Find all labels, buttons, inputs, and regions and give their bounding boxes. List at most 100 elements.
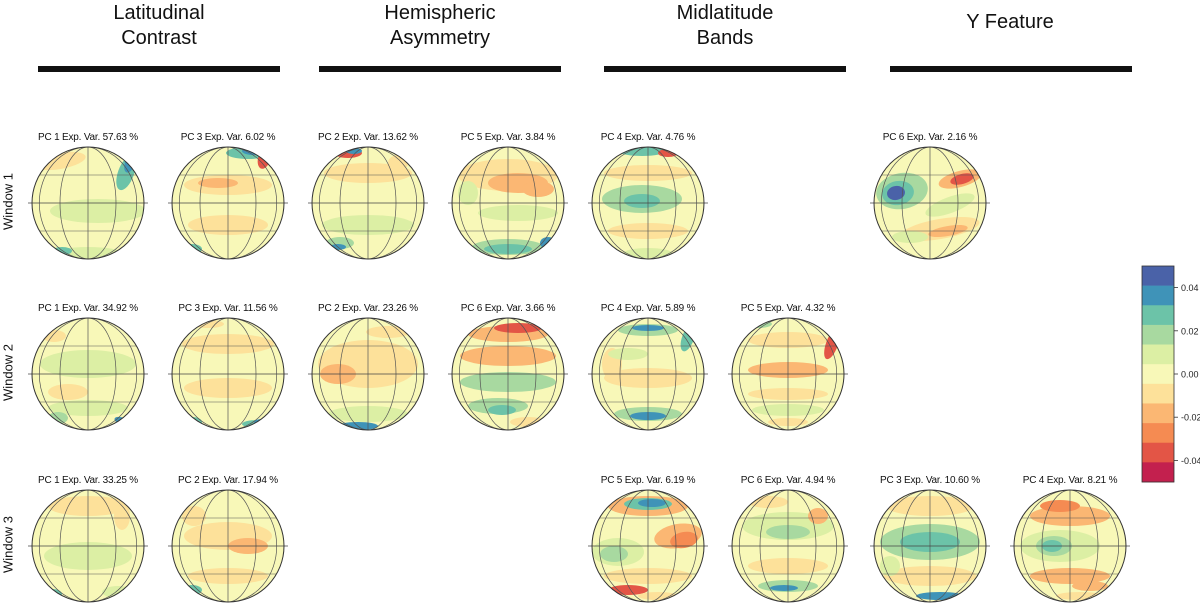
globe-map [28,146,148,260]
pc-label: PC 5 Exp. Var. 6.19 % [600,475,696,486]
field-contour [48,384,88,400]
field-contour [638,499,666,507]
globe-outline [591,317,705,431]
field-contour [366,326,410,338]
field-contour [1072,581,1108,591]
pc-label: PC 6 Exp. Var. 2.16 % [882,132,978,143]
pc-label: PC 4 Exp. Var. 4.76 % [600,132,696,143]
category-bar [604,66,846,72]
field-contour [50,199,144,223]
field-contour [608,348,648,360]
pc-label: PC 3 Exp. Var. 10.60 % [880,475,980,486]
field-contour [880,556,900,576]
field-contour [478,205,558,221]
globe-map [28,317,148,431]
field-contour [458,181,478,205]
field-contour [494,323,542,333]
row-label: Window 1 [0,172,16,231]
globe-outline [31,146,145,260]
field-contour [808,508,828,524]
globe-map [168,489,288,603]
globe-map [448,317,568,431]
pc-label: PC 1 Exp. Var. 57.63 % [38,132,138,143]
globe-outline [311,317,425,431]
category-title-line: Contrast [121,27,197,49]
field-contour [1040,500,1080,512]
globe-map [870,489,990,603]
pc-label: PC 2 Exp. Var. 13.62 % [318,132,418,143]
globe-map [308,146,428,260]
globe-outline [311,146,425,260]
category-title: Midlatitude Bands [595,1,855,51]
category-title-line: Bands [696,27,754,49]
globe-map [728,317,848,431]
globe-outline [171,489,285,603]
colorbar-tick-label: -0.04 [1181,456,1200,466]
colorbar-tick-label: -0.02 [1181,413,1200,423]
category-bar [38,66,280,72]
category-title: Latitudinal Contrast [29,1,289,51]
category-title-line: Hemispheric [384,2,496,24]
field-contour [925,193,975,217]
pc-label: PC 5 Exp. Var. 4.32 % [740,303,836,314]
colorbar-swatch [1142,364,1174,385]
category-title-line: Y Feature [966,11,1054,33]
globe-outline [171,317,285,431]
globe-field [592,147,704,259]
globe-map [588,146,708,260]
globe-outline [31,317,145,431]
colorbar-tick-label: 0.02 [1181,326,1199,336]
field-contour [488,405,516,415]
pc-label: PC 5 Exp. Var. 3.84 % [460,132,556,143]
colorbar-swatch [1142,383,1174,404]
field-contour [770,585,798,591]
globe-map [448,146,568,260]
globe-outline [591,146,705,260]
globe-map [728,489,848,603]
colorbar-swatch [1142,266,1174,286]
globe-outline [451,146,565,260]
pc-label: PC 4 Exp. Var. 8.21 % [1022,475,1118,486]
globe-outline [731,317,845,431]
colorbar-tick-label: 0.04 [1181,283,1199,293]
category-title: Hemispheric Asymmetry [310,1,570,51]
globe-map [870,146,990,260]
pc-label: PC 6 Exp. Var. 3.66 % [460,303,556,314]
colorbar-svg: 0.04 0.02 0.00 -0.02 -0.04 [1141,265,1200,483]
globe-map [28,489,148,603]
category-bar [319,66,561,72]
field-contour [887,185,905,201]
globe-outline [873,489,987,603]
colorbar-swatch [1142,462,1174,483]
row-label: Window 2 [0,343,16,402]
pc-label: PC 2 Exp. Var. 17.94 % [178,475,278,486]
field-contour [608,585,648,595]
pc-label: PC 1 Exp. Var. 33.25 % [38,475,138,486]
colorbar-swatch [1142,305,1174,326]
colorbar-swatch [1142,442,1174,463]
pc-label: PC 2 Exp. Var. 23.26 % [318,303,418,314]
pc-label: PC 4 Exp. Var. 5.89 % [600,303,696,314]
field-contour [198,178,238,188]
pc-label: PC 6 Exp. Var. 4.94 % [740,475,836,486]
pc-label: PC 3 Exp. Var. 11.56 % [178,303,278,314]
field-contour [182,506,206,526]
field-contour [42,330,66,342]
field-contour [184,248,196,254]
globe-outline [1013,489,1127,603]
field-contour [892,231,928,243]
globe-outline [873,146,987,260]
category-bar [890,66,1132,72]
colorbar-tick-label: 0.00 [1181,370,1199,380]
field-contour [624,194,660,208]
field-contour [522,181,554,197]
colorbar-swatch [1142,423,1174,444]
colorbar-swatch [1142,403,1174,424]
category-title-line: Midlatitude [676,2,774,24]
colorbar-swatch [1142,324,1174,345]
globe-outline [731,489,845,603]
colorbar-swatch [1142,285,1174,306]
category-title: Y Feature [880,10,1140,35]
globe-outline [591,489,705,603]
globe-outline [31,489,145,603]
